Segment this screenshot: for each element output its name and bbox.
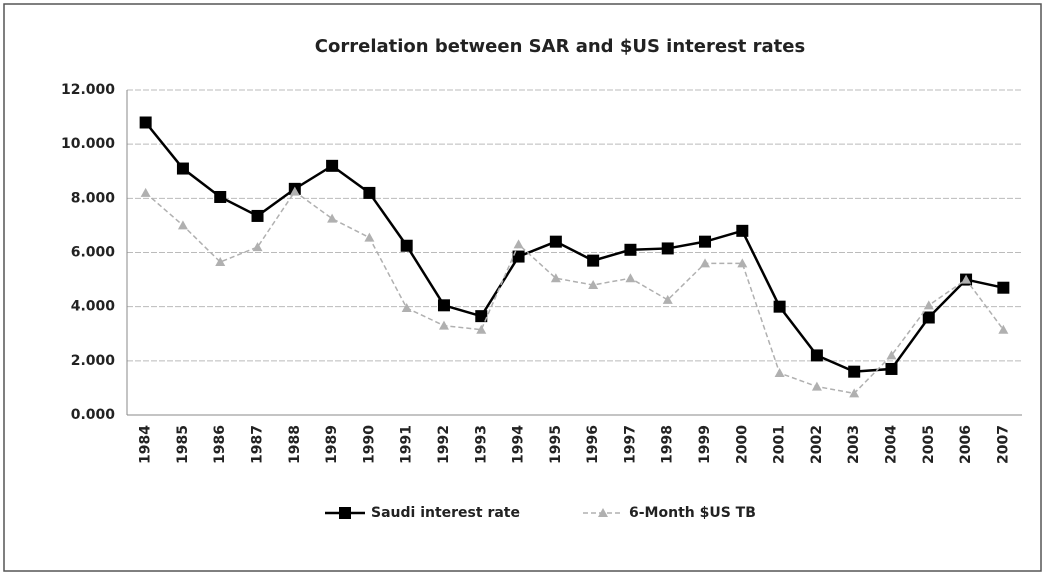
point-marker	[289, 186, 300, 196]
y-tick-label: 6.000	[71, 245, 116, 261]
point-marker	[885, 362, 898, 375]
chart-title: Correlation between SAR and $US interest…	[315, 36, 805, 57]
point-marker	[339, 507, 351, 519]
series-line	[145, 190, 1004, 395]
x-tick-label: 1984	[138, 425, 154, 464]
point-marker	[363, 186, 376, 199]
point-marker	[401, 303, 412, 313]
x-tick-label: 1994	[511, 425, 527, 464]
point-marker	[326, 159, 339, 172]
point-marker	[475, 310, 488, 323]
point-marker	[849, 388, 860, 398]
x-tick-label: 2003	[846, 425, 862, 464]
x-tick-label: 1997	[622, 425, 638, 464]
x-tick-label: 2002	[809, 425, 825, 464]
point-marker	[997, 281, 1010, 294]
point-marker	[327, 213, 338, 223]
point-marker	[662, 294, 673, 304]
series-line	[144, 121, 1004, 373]
point-marker	[922, 311, 935, 324]
point-marker	[598, 508, 608, 517]
x-tick-label: 1998	[660, 425, 676, 464]
legend-label: Saudi interest rate	[371, 505, 520, 521]
point-marker	[549, 235, 562, 248]
x-tick-label: 2005	[921, 425, 937, 464]
point-marker	[437, 299, 450, 312]
point-marker	[625, 273, 636, 283]
point-marker	[774, 368, 785, 378]
x-tick-label: 1987	[250, 425, 266, 464]
point-marker	[587, 254, 600, 267]
point-marker	[699, 235, 712, 248]
point-marker	[400, 239, 413, 252]
point-marker	[624, 243, 637, 256]
point-marker	[810, 349, 823, 362]
x-tick-label: 2006	[958, 425, 974, 464]
point-marker	[886, 350, 897, 360]
legend-label: 6-Month $US TB	[629, 505, 756, 521]
x-tick-label: 1996	[585, 425, 601, 464]
point-marker	[438, 320, 449, 330]
x-tick-label: 1991	[399, 425, 415, 464]
x-tick-label: 2007	[995, 425, 1011, 464]
y-tick-label: 10.000	[61, 136, 115, 152]
point-marker	[700, 258, 711, 268]
point-marker	[476, 324, 487, 334]
y-tick-label: 0.000	[71, 407, 116, 423]
x-tick-label: 2004	[883, 425, 899, 464]
point-marker	[848, 365, 861, 378]
point-marker	[513, 239, 524, 249]
point-marker	[252, 242, 263, 252]
point-marker	[998, 324, 1009, 334]
x-tick-label: 1989	[324, 425, 340, 464]
point-marker	[550, 273, 561, 283]
point-marker	[364, 232, 375, 242]
x-tick-label: 1999	[697, 425, 713, 464]
point-marker	[736, 224, 749, 237]
x-tick-label: 1986	[212, 425, 228, 464]
y-tick-label: 4.000	[71, 299, 116, 315]
point-marker	[661, 242, 674, 255]
point-marker	[176, 162, 189, 175]
x-tick-label: 2000	[734, 425, 750, 464]
point-marker	[139, 116, 152, 129]
point-marker	[773, 300, 786, 313]
x-tick-label: 1995	[548, 425, 564, 464]
chart-frame	[3, 3, 1042, 572]
point-marker	[215, 256, 226, 266]
point-marker	[588, 280, 599, 289]
x-tick-label: 1985	[175, 425, 191, 464]
point-marker	[214, 190, 227, 203]
x-tick-label: 2001	[772, 425, 788, 464]
x-tick-label: 1993	[473, 425, 489, 464]
point-marker	[177, 220, 188, 230]
point-marker	[251, 209, 264, 222]
point-marker	[923, 300, 934, 310]
x-tick-label: 1990	[361, 425, 377, 464]
point-marker	[512, 250, 525, 263]
point-marker	[737, 258, 748, 268]
x-tick-label: 1992	[436, 425, 452, 464]
y-tick-label: 8.000	[71, 190, 116, 206]
point-marker	[140, 187, 151, 197]
point-marker	[811, 381, 822, 391]
y-tick-label: 2.000	[71, 353, 116, 369]
point-marker	[961, 274, 972, 284]
x-tick-label: 1988	[287, 425, 303, 464]
y-tick-label: 12.000	[61, 82, 115, 98]
